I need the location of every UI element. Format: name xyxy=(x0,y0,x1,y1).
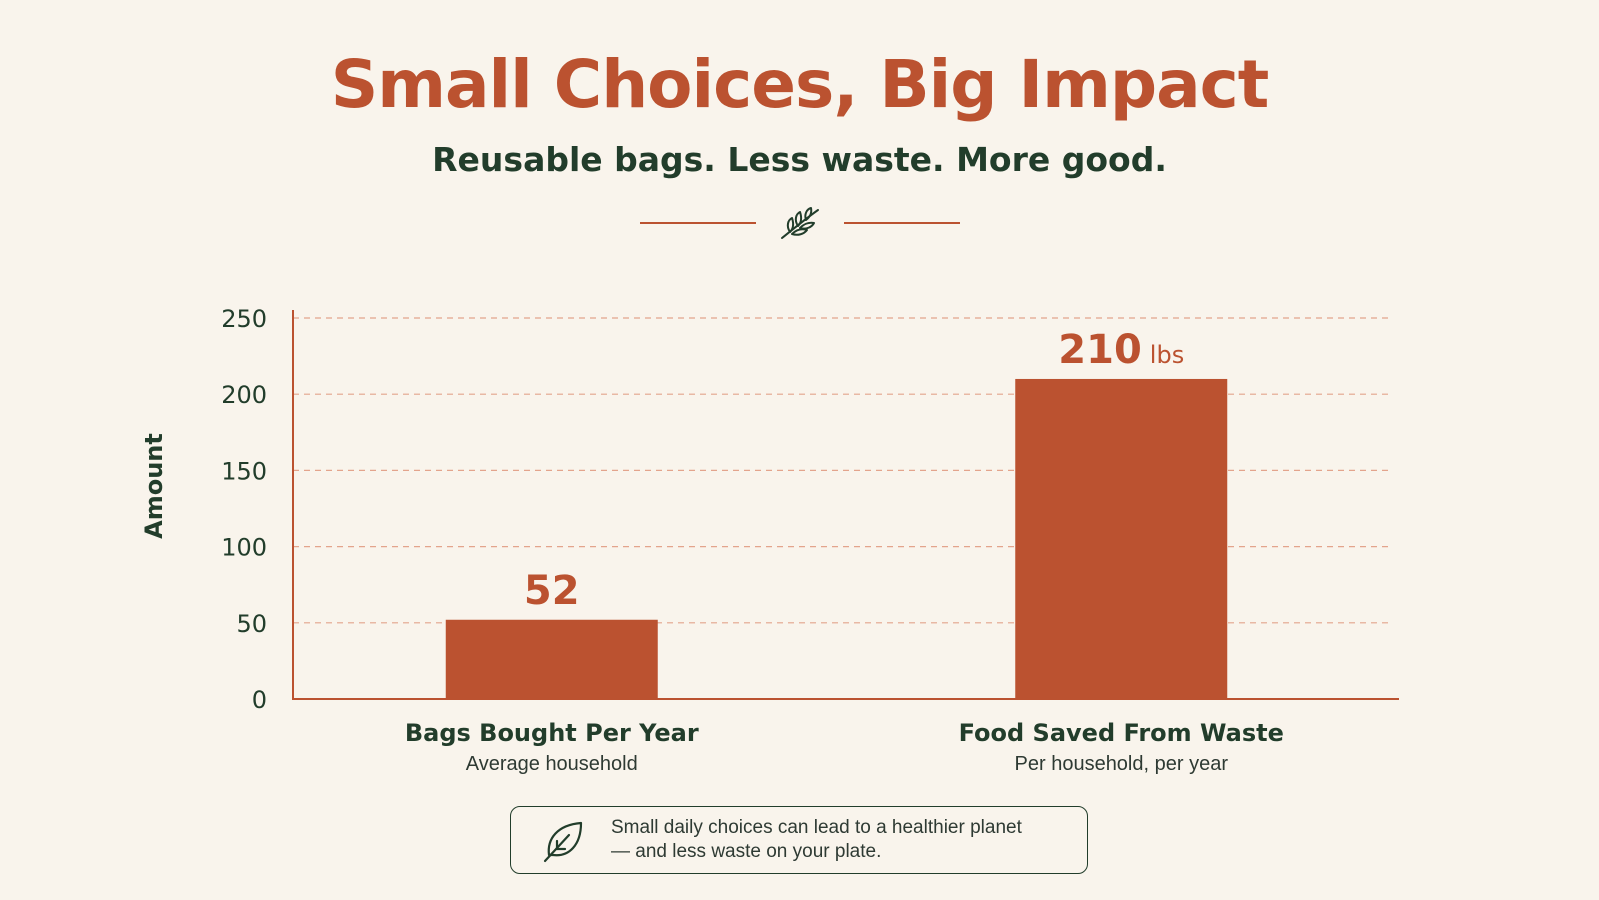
category-subtitle-1: Average household xyxy=(466,753,638,775)
value-label-2: 210 lbs xyxy=(1058,327,1184,373)
note-line-1: Small daily choices can lead to a health… xyxy=(611,817,1022,838)
note-line-2: — and less waste on your plate. xyxy=(611,841,882,862)
value-number: 210 xyxy=(1058,327,1142,373)
y-tick-label: 250 xyxy=(221,305,267,333)
divider-line-right xyxy=(844,222,960,224)
category-labels: Bags Bought Per Year Average household Foo… xyxy=(405,719,1284,775)
bars: 52 210 lbs xyxy=(445,327,1228,699)
leaf-sprig-icon xyxy=(781,207,819,239)
y-tick-label: 150 xyxy=(221,457,267,485)
bar-2 xyxy=(1015,378,1228,699)
bar-chart: 0 50 100 150 200 250 Amount 52 210 lbs Bags Bou… xyxy=(140,305,1399,775)
divider-line-left xyxy=(640,222,756,224)
value-label-1: 52 xyxy=(524,568,580,614)
y-tick-label: 0 xyxy=(252,686,267,714)
category-label-1: Bags Bought Per Year xyxy=(405,719,699,747)
note-text: Small daily choices can lead to a health… xyxy=(611,816,1041,864)
leaf-icon xyxy=(543,821,583,863)
y-tick-label: 50 xyxy=(236,610,267,638)
info-note: Small daily choices can lead to a health… xyxy=(510,806,1088,874)
value-unit: lbs xyxy=(1150,341,1184,369)
y-tick-label: 200 xyxy=(221,381,267,409)
bar-1 xyxy=(445,619,658,699)
category-label-2: Food Saved From Waste xyxy=(959,719,1284,747)
category-subtitle-2: Per household, per year xyxy=(1015,753,1229,775)
page-title: Small Choices, Big Impact xyxy=(330,46,1270,123)
y-tick-labels: 0 50 100 150 200 250 xyxy=(221,305,267,714)
page-subtitle: Reusable bags. Less waste. More good. xyxy=(432,140,1167,179)
y-axis-label: Amount xyxy=(140,433,168,539)
value-number: 52 xyxy=(524,568,580,614)
y-tick-label: 100 xyxy=(221,534,267,562)
